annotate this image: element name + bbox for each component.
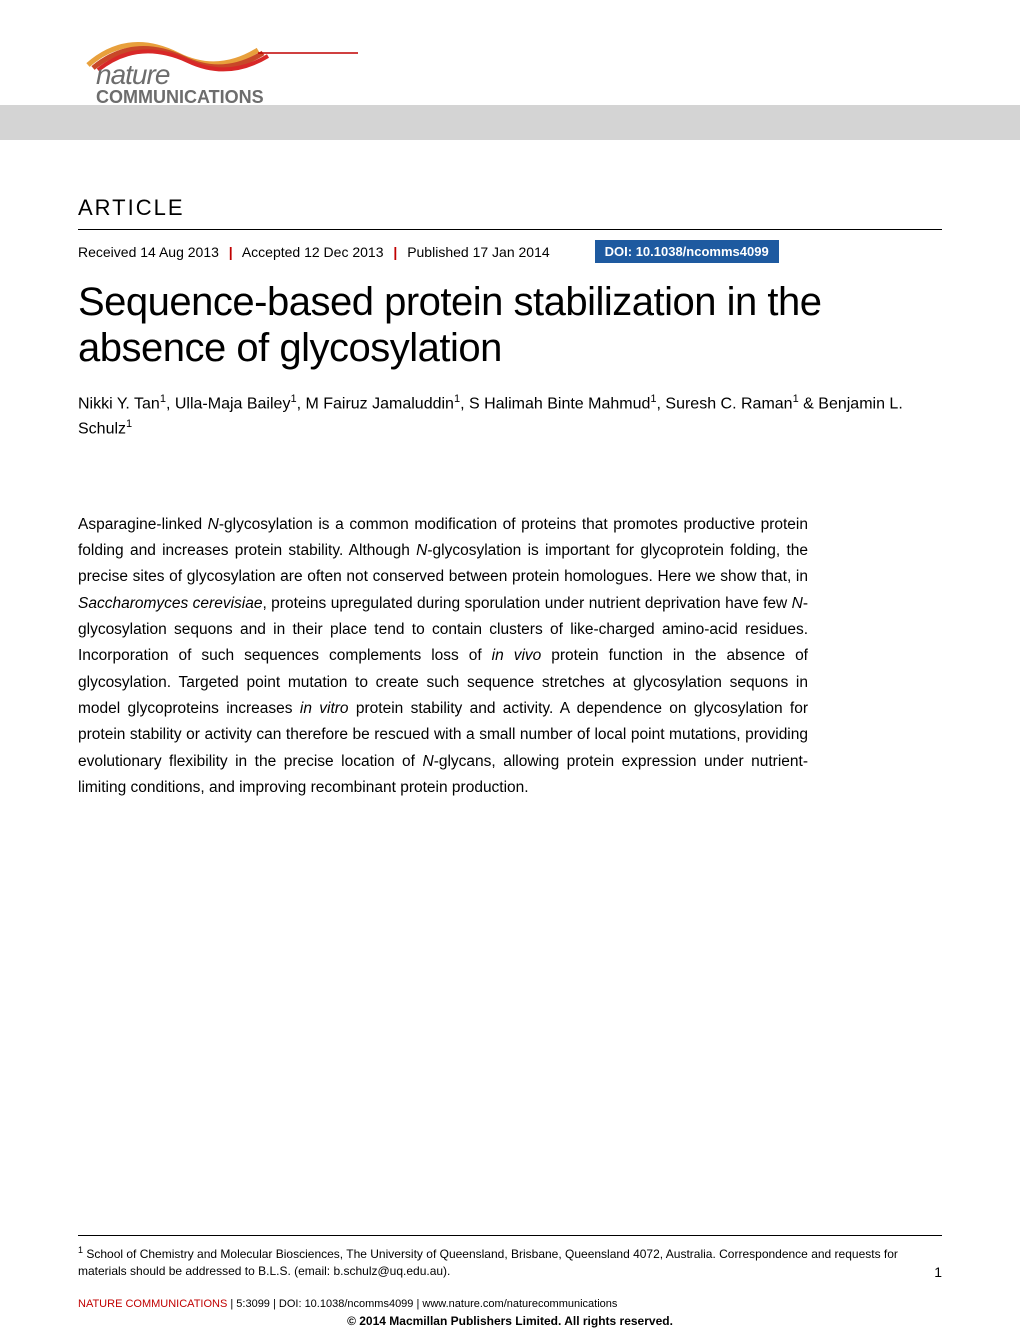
author-affiliations: 1 School of Chemistry and Molecular Bios…: [78, 1244, 942, 1280]
footer: 1 School of Chemistry and Molecular Bios…: [78, 1235, 942, 1310]
footer-rule: [78, 1235, 942, 1236]
header-rule: [78, 229, 942, 230]
abstract-text: Asparagine-linked N-glycosylation is a c…: [78, 512, 808, 802]
logo-communications-text: COMMUNICATIONS: [96, 87, 264, 108]
article-title: Sequence-based protein stabilization in …: [78, 279, 942, 371]
date-separator: |: [393, 244, 397, 260]
dates-text: Received 14 Aug 2013 | Accepted 12 Dec 2…: [78, 244, 550, 260]
copyright-line: © 2014 Macmillan Publishers Limited. All…: [0, 1314, 1020, 1328]
header-banner: nature COMMUNICATIONS: [0, 0, 1020, 140]
published-date: Published 17 Jan 2014: [407, 244, 549, 260]
accepted-date: Accepted 12 Dec 2013: [242, 244, 384, 260]
article-type-label: ARTICLE: [78, 195, 942, 221]
authors-list: Nikki Y. Tan1, Ulla-Maja Bailey1, M Fair…: [78, 391, 942, 442]
received-date: Received 14 Aug 2013: [78, 244, 219, 260]
publication-dates-row: Received 14 Aug 2013 | Accepted 12 Dec 2…: [78, 240, 942, 263]
citation-details: | 5:3099 | DOI: 10.1038/ncomms4099 | www…: [227, 1298, 617, 1310]
journal-logo: nature COMMUNICATIONS: [78, 20, 398, 120]
logo-text: nature COMMUNICATIONS: [96, 59, 264, 108]
doi-badge: DOI: 10.1038/ncomms4099: [595, 240, 779, 263]
logo-nature-text: nature: [96, 59, 169, 90]
citation-line: NATURE COMMUNICATIONS | 5:3099 | DOI: 10…: [78, 1298, 942, 1310]
article-content: ARTICLE Received 14 Aug 2013 | Accepted …: [0, 140, 1020, 801]
date-separator: |: [229, 244, 233, 260]
journal-name: NATURE COMMUNICATIONS: [78, 1298, 227, 1310]
page-number: 1: [934, 1264, 942, 1280]
